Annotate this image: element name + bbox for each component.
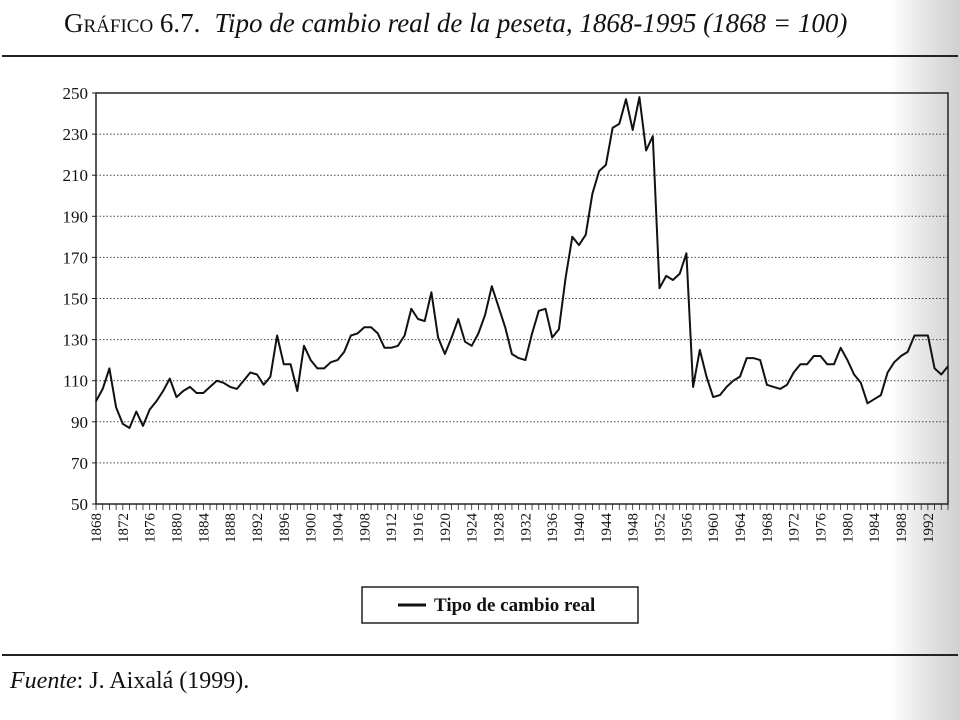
x-tick-label: 1948 [626, 513, 642, 543]
y-tick-label: 90 [71, 413, 88, 432]
figure-caption: Tipo de cambio real de la peseta, 1868-1… [214, 8, 848, 38]
x-tick-label: 1956 [679, 513, 695, 544]
x-tick-label: 1892 [250, 513, 266, 543]
x-tick-label: 1868 [89, 513, 105, 543]
x-tick-label: 1964 [733, 513, 749, 544]
x-tick-label: 1908 [357, 513, 373, 543]
y-tick-label: 110 [63, 372, 88, 391]
y-tick-label: 190 [63, 207, 89, 226]
y-tick-label: 230 [63, 125, 89, 144]
x-tick-label: 1988 [894, 513, 910, 543]
y-tick-label: 170 [63, 248, 89, 267]
x-tick-label: 1992 [921, 513, 937, 543]
x-tick-label: 1896 [277, 513, 293, 544]
series-line [95, 96, 949, 429]
y-tick-label: 210 [63, 166, 89, 185]
x-tick-label: 1980 [840, 513, 856, 543]
x-tick-label: 1984 [867, 513, 883, 544]
y-tick-label: 130 [63, 331, 89, 350]
x-tick-label: 1928 [492, 513, 508, 543]
x-tick-label: 1952 [653, 513, 669, 543]
x-tick-label: 1900 [304, 513, 320, 543]
figure-title: Gráfico 6.7. Tipo de cambio real de la pe… [64, 8, 847, 39]
x-tick-label: 1872 [116, 513, 132, 543]
x-tick-label: 1912 [384, 513, 400, 543]
x-tick-label: 1936 [545, 513, 561, 544]
figure-frame [2, 55, 958, 656]
source-note: Fuente: J. Aixalá (1999). [10, 668, 249, 695]
source-label: Fuente [10, 668, 77, 694]
y-tick-label: 70 [71, 454, 88, 473]
x-tick-label: 1960 [706, 513, 722, 543]
source-text: : J. Aixalá (1999). [76, 668, 250, 694]
y-tick-label: 50 [71, 495, 88, 514]
x-tick-label: 1916 [411, 513, 427, 544]
x-tick-label: 1876 [143, 513, 159, 544]
legend-label: Tipo de cambio real [434, 595, 595, 616]
y-tick-label: 150 [63, 290, 89, 309]
x-tick-label: 1932 [518, 513, 534, 543]
x-tick-label: 1904 [331, 513, 347, 544]
x-tick-label: 1940 [572, 513, 588, 543]
x-tick-label: 1884 [196, 513, 212, 544]
y-tick-label: 250 [63, 84, 89, 103]
x-tick-label: 1972 [787, 513, 803, 543]
x-tick-label: 1924 [465, 513, 481, 544]
x-tick-label: 1880 [170, 513, 186, 543]
x-tick-label: 1944 [599, 513, 615, 544]
plot-area-border [95, 92, 949, 505]
x-tick-label: 1968 [760, 513, 776, 543]
x-tick-label: 1920 [438, 513, 454, 543]
x-tick-label: 1888 [223, 513, 239, 543]
x-tick-label: 1976 [814, 513, 830, 544]
figure-number: Gráfico 6.7. [64, 8, 201, 38]
